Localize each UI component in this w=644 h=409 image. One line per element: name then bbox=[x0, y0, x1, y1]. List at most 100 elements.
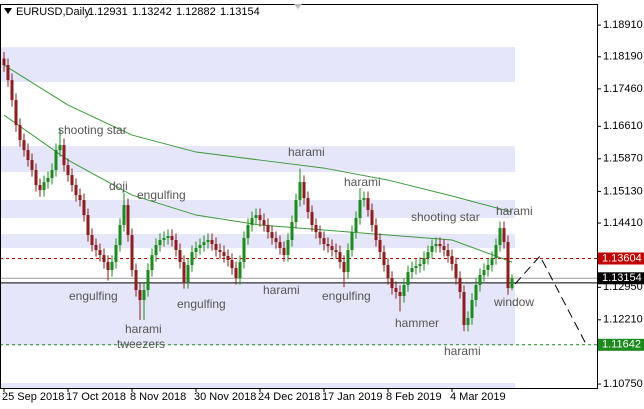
candle-body bbox=[74, 185, 78, 196]
candle-body bbox=[142, 290, 146, 301]
zone bbox=[1, 283, 515, 346]
candle-body bbox=[458, 278, 462, 293]
candle-body bbox=[354, 218, 358, 233]
candle-body bbox=[62, 145, 66, 166]
plot bbox=[0, 51, 597, 346]
candle-body bbox=[222, 252, 226, 257]
header-close: 1.13154 bbox=[220, 6, 260, 18]
annotation: engulfing bbox=[322, 289, 371, 303]
candle-body bbox=[162, 238, 166, 241]
trend-line bbox=[514, 255, 588, 347]
candle-body bbox=[22, 140, 26, 151]
y-tick-label: 1.10750 bbox=[603, 378, 643, 390]
candle-body bbox=[250, 218, 254, 226]
zone bbox=[1, 146, 515, 173]
price-tag bbox=[598, 252, 644, 265]
x-tick-label: 4 Mar 2019 bbox=[450, 391, 506, 403]
candle-body bbox=[322, 238, 326, 245]
candle-body bbox=[418, 264, 422, 267]
candle-body bbox=[186, 265, 190, 283]
candle-body bbox=[258, 215, 262, 221]
zone bbox=[1, 234, 515, 249]
annotation: tweezers bbox=[117, 337, 165, 351]
candle-body bbox=[118, 225, 122, 246]
y-tick-label: 1.15130 bbox=[603, 185, 643, 197]
x-tick-label: 25 Sep 2018 bbox=[2, 391, 64, 403]
y-tick-label: 1.17460 bbox=[603, 83, 643, 95]
y-tick-label: 1.18910 bbox=[603, 19, 643, 31]
candle-body bbox=[474, 285, 478, 301]
candle-body bbox=[478, 275, 482, 286]
candle-body bbox=[14, 100, 18, 126]
candle-body bbox=[78, 195, 82, 201]
price-tag bbox=[598, 272, 644, 285]
candle-body bbox=[302, 182, 306, 199]
candle-body bbox=[10, 80, 14, 101]
candle-body bbox=[442, 246, 446, 251]
y-tick-label: 1.14410 bbox=[603, 217, 643, 229]
candle-body bbox=[122, 205, 126, 226]
candle-body bbox=[158, 240, 162, 246]
candle-body bbox=[390, 278, 394, 289]
candle-body bbox=[230, 260, 234, 269]
candle-body bbox=[498, 228, 502, 246]
candle-body bbox=[410, 268, 414, 273]
candle-body bbox=[494, 245, 498, 259]
candle-body bbox=[346, 250, 350, 273]
candle-body bbox=[262, 220, 266, 226]
candle-body bbox=[242, 238, 246, 263]
candle-body bbox=[202, 242, 206, 246]
candle-body bbox=[102, 255, 106, 263]
candle-body bbox=[370, 210, 374, 226]
moving-average bbox=[3, 64, 513, 213]
candle-body bbox=[282, 248, 286, 256]
candle-body bbox=[482, 270, 486, 276]
candle-body bbox=[326, 244, 330, 247]
candle-body bbox=[466, 318, 470, 326]
candle-body bbox=[86, 215, 90, 236]
candle-body bbox=[426, 252, 430, 259]
candle-body bbox=[6, 65, 10, 81]
toggle-triangle[interactable] bbox=[294, 4, 302, 9]
annotation: harami bbox=[125, 322, 162, 336]
candle-body bbox=[334, 250, 338, 253]
candle-body bbox=[170, 236, 174, 241]
candle-body bbox=[130, 235, 134, 271]
candle-body bbox=[490, 258, 494, 266]
menu-triangle[interactable] bbox=[4, 8, 12, 14]
candle-body bbox=[462, 292, 466, 326]
candle-body bbox=[430, 246, 434, 253]
candle-body bbox=[470, 300, 474, 319]
price-tag-label: 1.13154 bbox=[602, 272, 642, 284]
candle-body bbox=[330, 246, 334, 251]
candle-body bbox=[438, 244, 442, 247]
candle-body bbox=[338, 252, 342, 263]
candle-body bbox=[378, 240, 382, 253]
annotation: harami bbox=[444, 344, 481, 358]
candle-body bbox=[446, 250, 450, 257]
candle-body bbox=[70, 175, 74, 186]
candle-body bbox=[126, 205, 130, 236]
candle-body bbox=[178, 250, 182, 263]
candle-body bbox=[42, 182, 46, 191]
candle-body bbox=[110, 262, 114, 271]
candle-body bbox=[318, 232, 322, 239]
candle-body bbox=[58, 145, 62, 151]
candle-body bbox=[486, 265, 490, 271]
y-tick-label: 1.16610 bbox=[603, 120, 643, 132]
candle-body bbox=[358, 200, 362, 219]
candle-body bbox=[138, 290, 142, 301]
annotation: window bbox=[493, 295, 534, 309]
candle-body bbox=[26, 150, 30, 161]
candle-body bbox=[510, 278, 514, 289]
x-tick-label: 17 Jan 2019 bbox=[322, 391, 383, 403]
candle-body bbox=[190, 252, 194, 266]
x-tick-label: 8 Feb 2019 bbox=[386, 391, 442, 403]
candle-body bbox=[402, 285, 406, 297]
price-tag-label: 1.11642 bbox=[602, 339, 641, 351]
candle-body bbox=[506, 242, 510, 289]
candle-body bbox=[394, 288, 398, 293]
candle-body bbox=[266, 225, 270, 233]
candle-body bbox=[502, 228, 506, 243]
